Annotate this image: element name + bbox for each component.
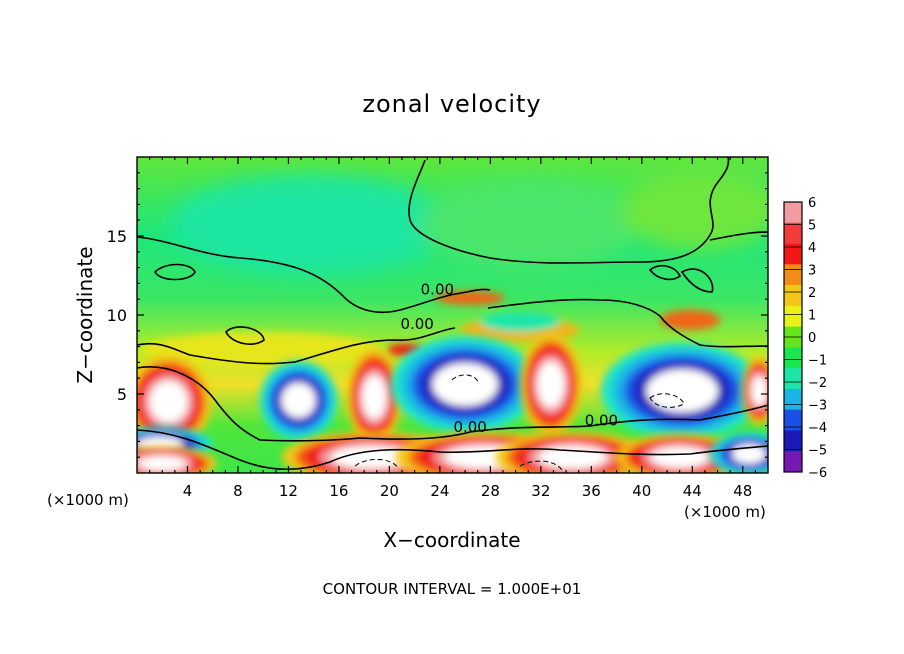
x-axis-label: X−coordinate [383, 528, 520, 552]
colorbar-swatch [784, 430, 802, 452]
zero-contour-right [709, 231, 768, 241]
colorbar-swatch [784, 264, 802, 286]
colorbar-label: −5 [808, 444, 827, 459]
x-tick-label: 40 [632, 482, 651, 500]
velocity-level-ring [650, 446, 709, 468]
zero-contour-lower [137, 366, 768, 442]
colorbar-swatch [784, 305, 802, 327]
positive-velocity-cell [346, 348, 402, 447]
contour-interval-note: CONTOUR INTERVAL = 1.000E+01 [323, 580, 582, 598]
negative-velocity-cell [390, 335, 540, 434]
colorbar: 6 5 4 3 2 1 0 −1 −2 −3 −4 −5 −6 [783, 196, 827, 481]
colorbar-label: 6 [808, 196, 816, 211]
zero-contours [137, 157, 768, 471]
y-tick-labels: 5 10 15 [107, 227, 127, 404]
colorbar-label: 0 [808, 331, 816, 346]
x-tick-label: 12 [279, 482, 298, 500]
colorbar-label: 5 [808, 219, 816, 234]
velocity-level-ring [281, 382, 316, 418]
x-tick-label: 32 [531, 482, 550, 500]
colorbar-label: 3 [808, 264, 816, 279]
velocity-features [137, 333, 768, 473]
x-unit-right: (×1000 m) [684, 503, 766, 521]
colorbar-swatch [784, 243, 802, 265]
colorbar-label: 2 [808, 286, 816, 301]
x-tick-label: 44 [683, 482, 702, 500]
colorbar-label: −3 [808, 399, 827, 414]
y-axis-label: Z−coordinate [73, 246, 97, 383]
colorbar-swatch [784, 347, 802, 369]
upper-teal-region [170, 170, 768, 275]
velocity-level-ring [331, 445, 410, 469]
colorbar-swatch [784, 409, 802, 431]
x-tick-label: 28 [481, 482, 500, 500]
positive-velocity-cell [137, 354, 212, 449]
colorbar-swatch [784, 451, 802, 473]
x-tick-label: 4 [183, 482, 193, 500]
colorbar-label: −4 [808, 421, 827, 436]
colorbar-swatch [784, 285, 802, 307]
x-unit-left: (×1000 m) [47, 491, 129, 509]
zero-contour-loop-a [648, 264, 682, 281]
positive-velocity-cell [520, 333, 582, 436]
velocity-level-ring [751, 375, 767, 407]
x-tick-label: 20 [380, 482, 399, 500]
x-tick-label: 48 [733, 482, 752, 500]
zero-contour-mid [137, 327, 456, 365]
y-tick-label: 15 [107, 227, 127, 246]
x-tick-labels: 4 8 12 16 20 24 28 32 36 40 44 48 [183, 482, 753, 500]
colorbar-label: −6 [808, 466, 827, 481]
chart-title: zonal velocity [362, 90, 541, 118]
colorbar-label: 1 [808, 309, 816, 324]
colorbar-swatch [784, 202, 802, 224]
y-tick-label: 10 [107, 306, 127, 325]
colorbar-label: −1 [808, 354, 827, 369]
negative-contours [354, 374, 685, 471]
negative-velocity-cell [259, 360, 338, 441]
colorbar-label: −2 [808, 376, 827, 391]
velocity-level-ring [362, 375, 387, 419]
colorbar-swatch [784, 368, 802, 390]
plot-area [137, 157, 768, 473]
positive-velocity-cell [742, 356, 768, 425]
negative-velocity-cell [710, 431, 768, 473]
velocity-level-ring [432, 362, 498, 407]
zero-contour-upper [137, 236, 491, 314]
x-tick-label: 36 [582, 482, 601, 500]
zero-contour-bottom [137, 429, 768, 471]
x-tick-label: 8 [233, 482, 243, 500]
colorbar-swatch [784, 388, 802, 410]
zero-contour-loop-c [225, 326, 265, 345]
contour-label: 0.00 [400, 315, 433, 333]
x-tick-label: 16 [329, 482, 348, 500]
x-tick-label: 24 [430, 482, 449, 500]
velocity-level-ring [138, 455, 187, 472]
contour-label: 0.00 [453, 418, 486, 436]
y-tick-label: 5 [117, 385, 127, 404]
zero-contour-loop-b [680, 268, 714, 293]
velocity-level-ring [646, 369, 719, 413]
velocity-level-ring [537, 361, 565, 408]
colorbar-swatch [784, 222, 802, 244]
contour-label: 0.00 [421, 280, 454, 298]
positive-velocity-cell [137, 446, 217, 473]
contour-labels: 0.00 0.00 0.00 0.00 [400, 280, 618, 435]
velocity-level-ring [149, 381, 188, 423]
axis-ticks [137, 157, 768, 473]
zero-contour-left-island [154, 263, 196, 281]
zero-contour-plume [408, 157, 730, 264]
zero-contour-ledge [487, 298, 768, 348]
contour-label: 0.00 [585, 412, 618, 430]
negative-velocity-cell [600, 342, 764, 440]
colorbar-label: 4 [808, 241, 816, 256]
positive-velocity-cell [614, 433, 745, 473]
